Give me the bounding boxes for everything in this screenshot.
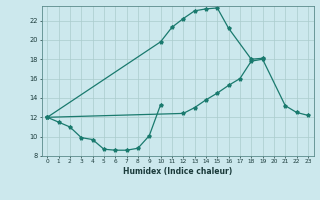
X-axis label: Humidex (Indice chaleur): Humidex (Indice chaleur)	[123, 167, 232, 176]
